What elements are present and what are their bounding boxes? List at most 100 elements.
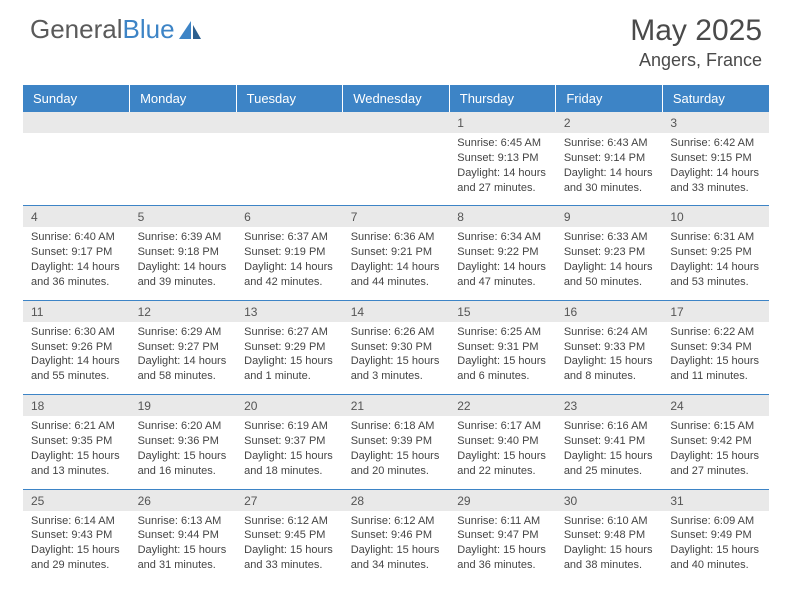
daylight-line: Daylight: 15 hours and 29 minutes. xyxy=(31,543,122,573)
date-data-cell: Sunrise: 6:19 AMSunset: 9:37 PMDaylight:… xyxy=(236,416,343,489)
sunset-line: Sunset: 9:42 PM xyxy=(670,434,761,449)
sunset-line: Sunset: 9:40 PM xyxy=(457,434,548,449)
date-data-cell: Sunrise: 6:11 AMSunset: 9:47 PMDaylight:… xyxy=(449,511,556,583)
daylight-line: Daylight: 15 hours and 22 minutes. xyxy=(457,449,548,479)
sunset-line: Sunset: 9:43 PM xyxy=(31,528,122,543)
sunset-line: Sunset: 9:35 PM xyxy=(31,434,122,449)
date-data-cell: Sunrise: 6:17 AMSunset: 9:40 PMDaylight:… xyxy=(449,416,556,489)
location: Angers, France xyxy=(630,50,762,71)
sunset-line: Sunset: 9:44 PM xyxy=(138,528,229,543)
daylight-line: Daylight: 15 hours and 11 minutes. xyxy=(670,354,761,384)
daylight-line: Daylight: 15 hours and 3 minutes. xyxy=(351,354,442,384)
date-number-cell: 8 xyxy=(449,206,556,228)
date-number-cell: 9 xyxy=(556,206,663,228)
daylight-line: Daylight: 14 hours and 47 minutes. xyxy=(457,260,548,290)
day-header-cell: Sunday xyxy=(23,85,130,112)
sunrise-line: Sunrise: 6:21 AM xyxy=(31,419,122,434)
sunrise-line: Sunrise: 6:11 AM xyxy=(457,514,548,529)
date-number-cell: 23 xyxy=(556,395,663,417)
daylight-line: Daylight: 15 hours and 25 minutes. xyxy=(564,449,655,479)
date-number-row: 11121314151617 xyxy=(23,300,769,322)
daylight-line: Daylight: 15 hours and 31 minutes. xyxy=(138,543,229,573)
sunset-line: Sunset: 9:49 PM xyxy=(670,528,761,543)
sunrise-line: Sunrise: 6:42 AM xyxy=(670,136,761,151)
date-data-row: Sunrise: 6:21 AMSunset: 9:35 PMDaylight:… xyxy=(23,416,769,489)
sunrise-line: Sunrise: 6:39 AM xyxy=(138,230,229,245)
daylight-line: Daylight: 15 hours and 1 minute. xyxy=(244,354,335,384)
date-number-cell: 12 xyxy=(130,300,237,322)
daylight-line: Daylight: 15 hours and 33 minutes. xyxy=(244,543,335,573)
sunset-line: Sunset: 9:29 PM xyxy=(244,340,335,355)
sunset-line: Sunset: 9:15 PM xyxy=(670,151,761,166)
date-number-cell: 19 xyxy=(130,395,237,417)
sunrise-line: Sunrise: 6:43 AM xyxy=(564,136,655,151)
header: GeneralBlue May 2025 Angers, France xyxy=(0,0,792,79)
date-data-cell: Sunrise: 6:39 AMSunset: 9:18 PMDaylight:… xyxy=(130,227,237,300)
sunrise-line: Sunrise: 6:13 AM xyxy=(138,514,229,529)
date-data-cell: Sunrise: 6:27 AMSunset: 9:29 PMDaylight:… xyxy=(236,322,343,395)
date-data-row: Sunrise: 6:14 AMSunset: 9:43 PMDaylight:… xyxy=(23,511,769,583)
daylight-line: Daylight: 14 hours and 50 minutes. xyxy=(564,260,655,290)
date-data-cell xyxy=(130,133,237,206)
date-number-row: 25262728293031 xyxy=(23,489,769,511)
date-data-cell: Sunrise: 6:25 AMSunset: 9:31 PMDaylight:… xyxy=(449,322,556,395)
date-number-cell xyxy=(23,112,130,133)
date-data-cell: Sunrise: 6:31 AMSunset: 9:25 PMDaylight:… xyxy=(662,227,769,300)
daylight-line: Daylight: 14 hours and 42 minutes. xyxy=(244,260,335,290)
sunset-line: Sunset: 9:18 PM xyxy=(138,245,229,260)
date-data-cell xyxy=(23,133,130,206)
date-number-cell: 26 xyxy=(130,489,237,511)
sunrise-line: Sunrise: 6:36 AM xyxy=(351,230,442,245)
date-number-cell: 31 xyxy=(662,489,769,511)
date-number-cell: 24 xyxy=(662,395,769,417)
date-data-cell: Sunrise: 6:21 AMSunset: 9:35 PMDaylight:… xyxy=(23,416,130,489)
date-data-cell: Sunrise: 6:36 AMSunset: 9:21 PMDaylight:… xyxy=(343,227,450,300)
logo-text: GeneralBlue xyxy=(30,14,175,45)
daylight-line: Daylight: 15 hours and 18 minutes. xyxy=(244,449,335,479)
daylight-line: Daylight: 14 hours and 27 minutes. xyxy=(457,166,548,196)
date-number-cell: 29 xyxy=(449,489,556,511)
daylight-line: Daylight: 15 hours and 40 minutes. xyxy=(670,543,761,573)
date-number-cell xyxy=(236,112,343,133)
date-number-cell: 30 xyxy=(556,489,663,511)
sunrise-line: Sunrise: 6:22 AM xyxy=(670,325,761,340)
date-number-cell: 6 xyxy=(236,206,343,228)
day-header-cell: Saturday xyxy=(662,85,769,112)
date-data-cell: Sunrise: 6:09 AMSunset: 9:49 PMDaylight:… xyxy=(662,511,769,583)
daylight-line: Daylight: 15 hours and 27 minutes. xyxy=(670,449,761,479)
sunset-line: Sunset: 9:45 PM xyxy=(244,528,335,543)
sunset-line: Sunset: 9:25 PM xyxy=(670,245,761,260)
daylight-line: Daylight: 15 hours and 34 minutes. xyxy=(351,543,442,573)
sunrise-line: Sunrise: 6:20 AM xyxy=(138,419,229,434)
sunrise-line: Sunrise: 6:33 AM xyxy=(564,230,655,245)
date-data-cell: Sunrise: 6:20 AMSunset: 9:36 PMDaylight:… xyxy=(130,416,237,489)
sunset-line: Sunset: 9:41 PM xyxy=(564,434,655,449)
daylight-line: Daylight: 14 hours and 33 minutes. xyxy=(670,166,761,196)
date-number-cell: 10 xyxy=(662,206,769,228)
date-data-row: Sunrise: 6:40 AMSunset: 9:17 PMDaylight:… xyxy=(23,227,769,300)
date-number-cell xyxy=(130,112,237,133)
sunset-line: Sunset: 9:14 PM xyxy=(564,151,655,166)
date-data-cell: Sunrise: 6:13 AMSunset: 9:44 PMDaylight:… xyxy=(130,511,237,583)
date-number-cell: 4 xyxy=(23,206,130,228)
sunset-line: Sunset: 9:39 PM xyxy=(351,434,442,449)
sunrise-line: Sunrise: 6:12 AM xyxy=(351,514,442,529)
date-number-cell: 22 xyxy=(449,395,556,417)
date-number-cell: 13 xyxy=(236,300,343,322)
daylight-line: Daylight: 15 hours and 16 minutes. xyxy=(138,449,229,479)
date-data-row: Sunrise: 6:30 AMSunset: 9:26 PM Daylight:… xyxy=(23,322,769,395)
sunrise-line: Sunrise: 6:34 AM xyxy=(457,230,548,245)
date-number-cell: 18 xyxy=(23,395,130,417)
date-data-cell: Sunrise: 6:12 AMSunset: 9:45 PMDaylight:… xyxy=(236,511,343,583)
sunset-line: Sunset: 9:48 PM xyxy=(564,528,655,543)
sunset-line: Sunset: 9:26 PM xyxy=(31,340,122,355)
date-data-cell: Sunrise: 6:34 AMSunset: 9:22 PMDaylight:… xyxy=(449,227,556,300)
date-data-cell: Sunrise: 6:30 AMSunset: 9:26 PMDaylight:… xyxy=(23,322,130,395)
daylight-line: Daylight: 14 hours and 39 minutes. xyxy=(138,260,229,290)
day-header-cell: Monday xyxy=(130,85,237,112)
sunrise-line: Sunrise: 6:12 AM xyxy=(244,514,335,529)
daylight-line: Daylight: 14 hours and 44 minutes. xyxy=(351,260,442,290)
sunrise-line: Sunrise: 6:29 AM xyxy=(138,325,229,340)
sunrise-line: Sunrise: 6:30 AM xyxy=(31,325,122,340)
daylight-line: Daylight: 15 hours and 13 minutes. xyxy=(31,449,122,479)
